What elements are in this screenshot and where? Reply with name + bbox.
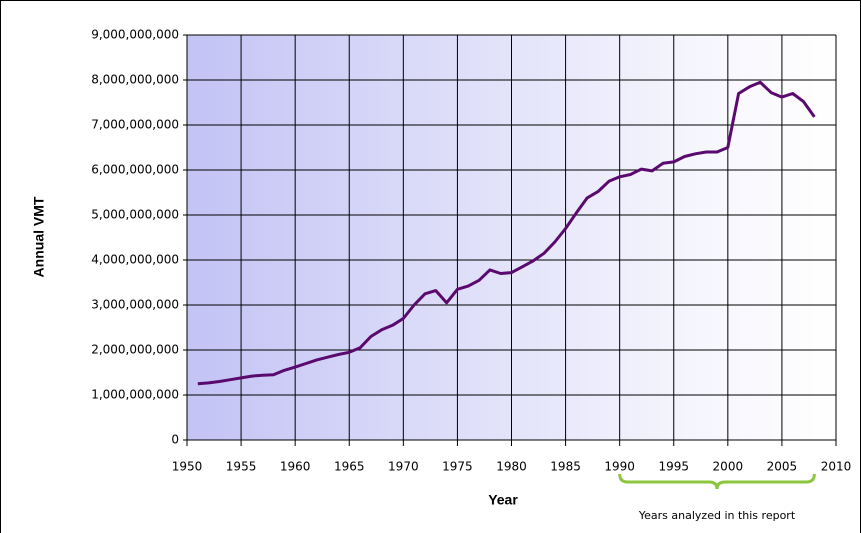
x-tick-label: 1965 bbox=[334, 460, 365, 474]
y-tick-label: 0 bbox=[171, 433, 179, 447]
y-tick-label: 2,000,000,000 bbox=[91, 343, 179, 357]
y-tick-label: 1,000,000,000 bbox=[91, 388, 179, 402]
annotation-brace bbox=[618, 473, 816, 490]
x-tick-label: 1995 bbox=[658, 460, 689, 474]
y-tick-label: 7,000,000,000 bbox=[91, 118, 179, 132]
x-tick-label: 2005 bbox=[767, 460, 798, 474]
x-tick-label: 1970 bbox=[388, 460, 419, 474]
y-tick-label: 3,000,000,000 bbox=[91, 298, 179, 312]
y-tick-label: 9,000,000,000 bbox=[91, 28, 179, 42]
x-tick-label: 1990 bbox=[604, 460, 635, 474]
x-tick-label: 1950 bbox=[172, 460, 203, 474]
y-tick-label: 6,000,000,000 bbox=[91, 163, 179, 177]
y-tick-label: 4,000,000,000 bbox=[91, 253, 179, 267]
data-line bbox=[197, 80, 816, 386]
x-tick-label: 2000 bbox=[713, 460, 744, 474]
x-tick-label: 1980 bbox=[496, 460, 527, 474]
y-tick-label: 5,000,000,000 bbox=[91, 208, 179, 222]
x-tick-label: 1955 bbox=[226, 460, 257, 474]
x-tick-label: 1960 bbox=[280, 460, 311, 474]
x-tick-label: 1985 bbox=[550, 460, 581, 474]
annotation-text: Years analyzed in this report bbox=[638, 509, 796, 522]
x-tick-label: 1975 bbox=[442, 460, 473, 474]
x-tick-label: 2010 bbox=[821, 460, 852, 474]
y-axis-label: Annual VMT bbox=[31, 196, 47, 277]
y-tick-label: 8,000,000,000 bbox=[91, 73, 179, 87]
x-axis-label: Year bbox=[488, 492, 518, 508]
